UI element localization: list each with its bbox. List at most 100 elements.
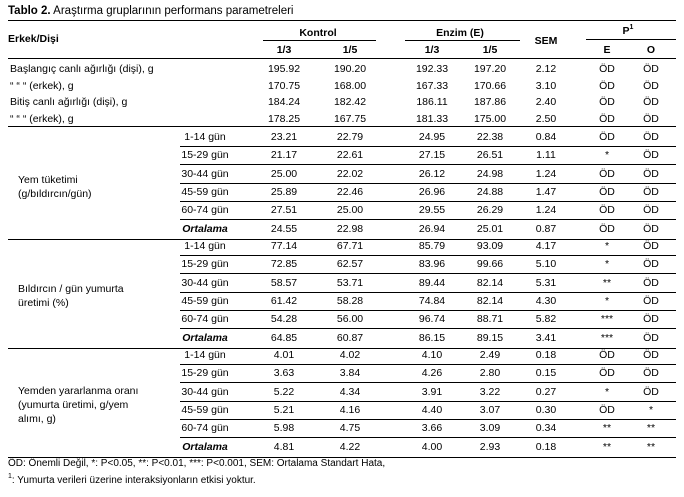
row-divider <box>180 273 676 275</box>
weight-value: ÖD <box>599 79 615 92</box>
weight-value: 167.75 <box>333 112 367 125</box>
section-value: 0.87 <box>535 222 557 235</box>
section-value: ÖD <box>599 204 615 217</box>
section-value: 4.81 <box>273 440 295 453</box>
section-value: 3.07 <box>479 403 501 416</box>
section-value: 4.40 <box>421 403 443 416</box>
weight-value: 3.10 <box>535 79 557 92</box>
weight-value: ÖD <box>599 112 615 125</box>
row-divider <box>180 328 676 330</box>
weight-value: 178.25 <box>267 112 301 125</box>
weight-value: 197.20 <box>473 63 507 75</box>
section-value: ÖD <box>643 204 659 217</box>
row-divider <box>180 146 676 147</box>
sub-header-1-3: 1/3 <box>276 44 292 56</box>
period-label: 30-44 gün <box>181 276 229 289</box>
section-value: 56.00 <box>336 313 364 326</box>
weight-row-label: “ “ “ (erkek), g <box>10 112 74 125</box>
section-value: 72.85 <box>270 258 298 271</box>
weight-value: 192.33 <box>415 63 449 75</box>
period-label: 15-29 gün <box>181 149 229 162</box>
period-label: 45-59 gün <box>181 185 229 198</box>
section-value: 3.63 <box>273 367 295 380</box>
section-value: 3.91 <box>421 385 443 398</box>
period-label: 1-14 gün <box>184 131 226 143</box>
section-value: 53.71 <box>336 276 364 289</box>
section-value: 24.95 <box>418 131 446 143</box>
section-value: 4.34 <box>339 385 361 398</box>
section-value: 22.46 <box>336 185 364 198</box>
section-value: 93.09 <box>476 240 504 252</box>
weight-value: ÖD <box>643 96 659 108</box>
weight-value: 182.42 <box>333 96 367 108</box>
section-value: 3.09 <box>479 422 501 435</box>
section-value: 58.28 <box>336 294 364 307</box>
section-value: ** <box>602 422 612 435</box>
section-value: 67.71 <box>336 240 364 252</box>
section-value: 4.75 <box>339 422 361 435</box>
period-label: 60-74 gün <box>181 422 229 435</box>
group-underline-kontrol <box>263 40 376 41</box>
section-value: 0.18 <box>535 349 557 361</box>
section-value: *** <box>600 331 614 344</box>
weight-value: 190.20 <box>333 63 367 75</box>
section-bottom-rule <box>8 347 676 349</box>
period-label: 15-29 gün <box>181 367 229 380</box>
section-value: ÖD <box>643 167 659 180</box>
row-divider <box>180 364 676 365</box>
section-value: 27.51 <box>270 204 298 217</box>
section-value: 25.89 <box>270 185 298 198</box>
section-value: 64.85 <box>270 331 298 344</box>
section-value: *** <box>600 313 614 326</box>
weight-value: 195.92 <box>267 63 301 75</box>
section-value: * <box>604 240 610 252</box>
row-divider <box>180 437 676 439</box>
section-value: 5.82 <box>535 313 557 326</box>
section-label: (yumurta üretimi, g/yem <box>18 398 129 411</box>
row-divider <box>180 255 676 256</box>
weight-value: 2.40 <box>535 96 557 108</box>
row-divider <box>180 182 676 184</box>
sub-header-1-3: 1/3 <box>424 44 440 56</box>
section-value: 22.79 <box>336 131 364 143</box>
row-divider <box>180 164 676 166</box>
row-divider <box>180 400 676 402</box>
weight-value: 2.50 <box>535 112 557 125</box>
section-value: 24.88 <box>476 185 504 198</box>
section-value: ÖD <box>643 294 659 307</box>
weight-value: 186.11 <box>416 96 448 108</box>
section-value: ÖD <box>599 131 615 143</box>
p-sub-header-o: O <box>646 44 656 56</box>
weight-value: ÖD <box>643 63 659 75</box>
section-value: * <box>604 294 610 307</box>
section-value: 4.26 <box>421 367 443 380</box>
section-value: 2.80 <box>479 367 501 380</box>
section-value: 22.61 <box>336 149 364 162</box>
section-label: üretimi (%) <box>18 296 69 309</box>
p-sub-header-e: E <box>603 44 611 56</box>
section-value: 3.22 <box>479 385 501 398</box>
section-value: ÖD <box>643 240 659 252</box>
section-value: 89.15 <box>476 331 504 344</box>
section-value: 82.14 <box>476 294 504 307</box>
section-value: * <box>604 149 610 162</box>
period-label: 45-59 gün <box>181 294 229 307</box>
period-label: 30-44 gün <box>181 167 229 180</box>
section-value: 4.22 <box>339 440 361 453</box>
section-value: 3.41 <box>535 331 557 344</box>
section-value: 3.66 <box>421 422 443 435</box>
p-underline <box>586 39 676 40</box>
sub-header-1-5: 1/5 <box>342 44 358 56</box>
row-divider <box>180 418 676 420</box>
section-value: 74.84 <box>418 294 446 307</box>
section-value: ÖD <box>643 276 659 289</box>
average-label: Ortalama <box>182 440 228 453</box>
section-value: 26.94 <box>418 222 446 235</box>
average-label: Ortalama <box>182 331 228 344</box>
weight-value: 184.24 <box>267 96 301 108</box>
p-header: P1 <box>622 24 634 37</box>
section-value: 24.98 <box>476 167 504 180</box>
section-label: (g/bıldırcın/gün) <box>18 187 92 200</box>
section-value: 0.30 <box>535 403 557 416</box>
section-value: 96.74 <box>418 313 446 326</box>
